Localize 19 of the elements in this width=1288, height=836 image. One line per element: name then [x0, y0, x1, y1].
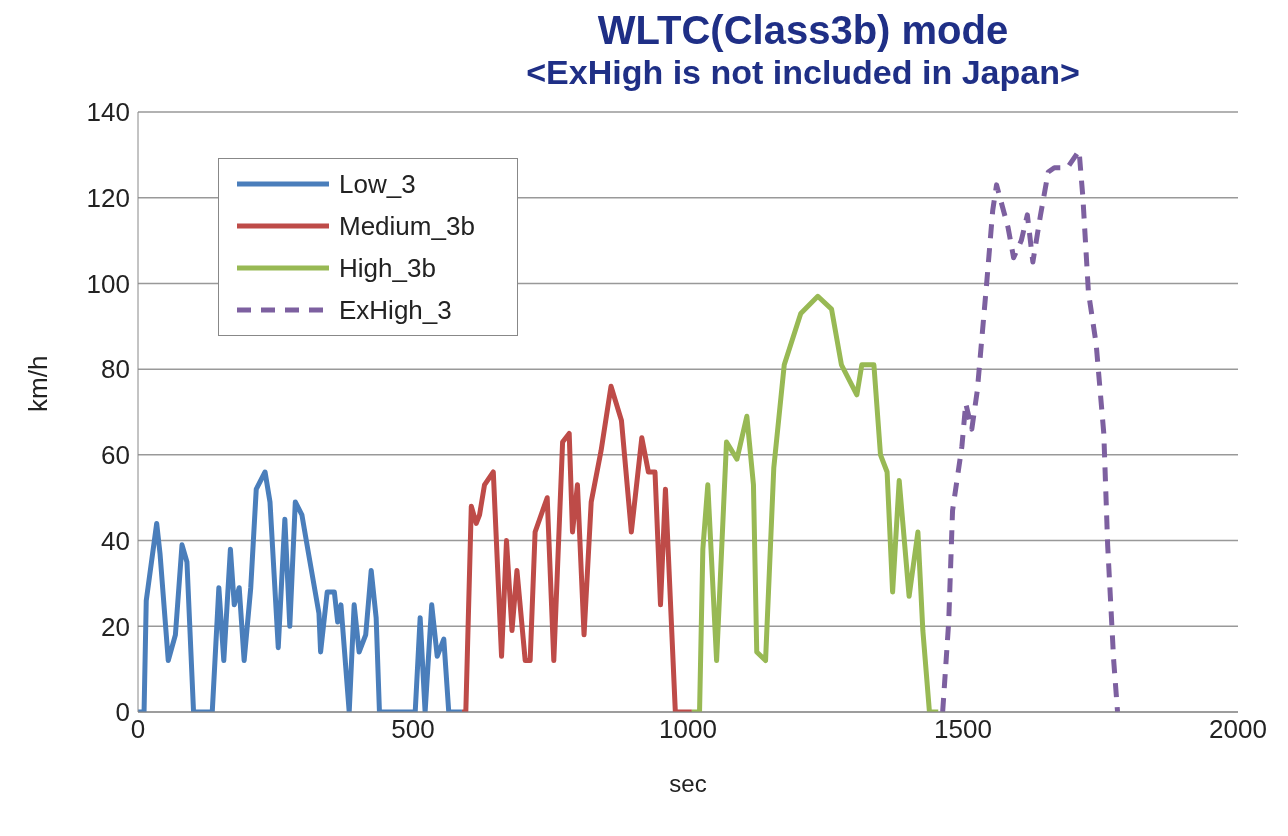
legend-label: ExHigh_3 — [338, 294, 453, 327]
chart-title: WLTC(Class3b) mode — [596, 8, 1010, 53]
x-tick-label: 1500 — [934, 714, 992, 745]
y-axis-title: km/h — [23, 355, 54, 412]
y-tick-label: 60 — [101, 440, 130, 471]
x-axis-title: sec — [669, 770, 707, 797]
legend-label: Medium_3b — [338, 210, 476, 243]
y-tick-label: 40 — [101, 525, 130, 556]
y-tick-label: 80 — [101, 354, 130, 385]
legend-label: Low_3 — [338, 168, 417, 201]
y-tick-label: 100 — [86, 268, 130, 299]
chart-subtitle: <ExHigh is not included in Japan> — [525, 53, 1081, 92]
legend-label: High_3b — [338, 252, 437, 285]
y-tick-label: 120 — [86, 182, 130, 213]
x-tick-label: 1000 — [659, 714, 717, 745]
y-tick-label: 140 — [86, 97, 130, 128]
x-tick-label: 2000 — [1209, 714, 1267, 745]
x-tick-label: 500 — [391, 714, 435, 745]
y-tick-label: 20 — [101, 611, 130, 642]
